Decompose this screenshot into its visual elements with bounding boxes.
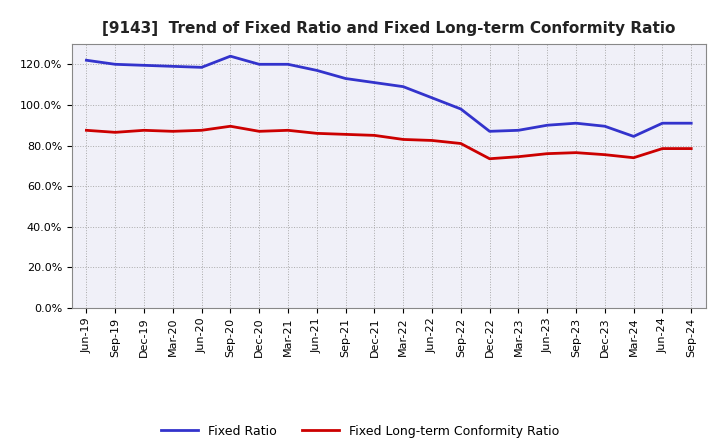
Fixed Ratio bbox=[543, 123, 552, 128]
Legend: Fixed Ratio, Fixed Long-term Conformity Ratio: Fixed Ratio, Fixed Long-term Conformity … bbox=[156, 420, 564, 440]
Fixed Long-term Conformity Ratio bbox=[312, 131, 321, 136]
Fixed Long-term Conformity Ratio bbox=[370, 133, 379, 138]
Fixed Ratio bbox=[456, 106, 465, 112]
Fixed Long-term Conformity Ratio bbox=[140, 128, 148, 133]
Fixed Long-term Conformity Ratio bbox=[284, 128, 292, 133]
Fixed Long-term Conformity Ratio bbox=[543, 151, 552, 156]
Fixed Ratio bbox=[514, 128, 523, 133]
Fixed Long-term Conformity Ratio bbox=[82, 128, 91, 133]
Line: Fixed Long-term Conformity Ratio: Fixed Long-term Conformity Ratio bbox=[86, 126, 691, 159]
Fixed Long-term Conformity Ratio bbox=[226, 124, 235, 129]
Fixed Long-term Conformity Ratio bbox=[428, 138, 436, 143]
Fixed Long-term Conformity Ratio bbox=[255, 128, 264, 134]
Fixed Ratio bbox=[572, 121, 580, 126]
Fixed Ratio bbox=[600, 124, 609, 129]
Fixed Long-term Conformity Ratio bbox=[111, 130, 120, 135]
Line: Fixed Ratio: Fixed Ratio bbox=[86, 56, 691, 136]
Fixed Long-term Conformity Ratio bbox=[168, 128, 177, 134]
Fixed Ratio bbox=[687, 121, 696, 126]
Title: [9143]  Trend of Fixed Ratio and Fixed Long-term Conformity Ratio: [9143] Trend of Fixed Ratio and Fixed Lo… bbox=[102, 21, 675, 36]
Fixed Ratio bbox=[111, 62, 120, 67]
Fixed Long-term Conformity Ratio bbox=[341, 132, 350, 137]
Fixed Long-term Conformity Ratio bbox=[658, 146, 667, 151]
Fixed Long-term Conformity Ratio bbox=[485, 156, 494, 161]
Fixed Ratio bbox=[197, 65, 206, 70]
Fixed Ratio bbox=[255, 62, 264, 67]
Fixed Ratio bbox=[168, 64, 177, 69]
Fixed Long-term Conformity Ratio bbox=[456, 141, 465, 146]
Fixed Long-term Conformity Ratio bbox=[600, 152, 609, 158]
Fixed Ratio bbox=[284, 62, 292, 67]
Fixed Ratio bbox=[658, 121, 667, 126]
Fixed Ratio bbox=[629, 134, 638, 139]
Fixed Ratio bbox=[312, 68, 321, 73]
Fixed Long-term Conformity Ratio bbox=[399, 137, 408, 142]
Fixed Ratio bbox=[82, 58, 91, 63]
Fixed Ratio bbox=[341, 76, 350, 81]
Fixed Long-term Conformity Ratio bbox=[572, 150, 580, 155]
Fixed Long-term Conformity Ratio bbox=[514, 154, 523, 159]
Fixed Ratio bbox=[370, 80, 379, 85]
Fixed Long-term Conformity Ratio bbox=[629, 155, 638, 160]
Fixed Long-term Conformity Ratio bbox=[197, 128, 206, 133]
Fixed Ratio bbox=[399, 84, 408, 89]
Fixed Ratio bbox=[140, 62, 148, 68]
Fixed Long-term Conformity Ratio bbox=[687, 146, 696, 151]
Fixed Ratio bbox=[226, 54, 235, 59]
Fixed Ratio bbox=[428, 95, 436, 100]
Fixed Ratio bbox=[485, 128, 494, 134]
